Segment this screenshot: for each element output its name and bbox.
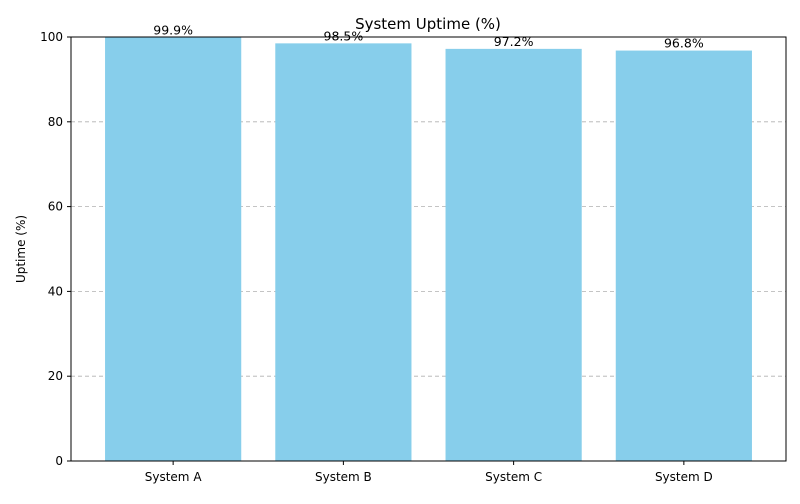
x-tick-label: System D — [655, 470, 713, 484]
y-tick-label: 20 — [48, 369, 63, 383]
y-tick-label: 40 — [48, 284, 63, 298]
bar-data-labels: 99.9% 98.5% 97.2% 96.8% — [153, 22, 704, 50]
bar — [275, 43, 412, 462]
x-axis-ticks: System A System B System C System D — [145, 461, 713, 484]
bar-data-label: 98.5% — [324, 28, 364, 43]
x-tick-label: System A — [145, 470, 203, 484]
plot-frame — [70, 36, 787, 462]
bar-series — [105, 37, 752, 462]
y-axis-ticks: 0 20 40 60 80 100 — [40, 30, 71, 468]
bar-data-label: 96.8% — [664, 36, 704, 51]
y-axis-label: Uptime (%) — [14, 215, 28, 283]
y-tick-label: 60 — [48, 200, 63, 214]
bar — [445, 48, 582, 461]
y-tick-label: 80 — [48, 115, 63, 129]
x-tick-label: System B — [315, 470, 372, 484]
y-tick-label: 0 — [55, 454, 63, 468]
bar-data-label: 97.2% — [494, 34, 534, 49]
x-tick-label: System C — [485, 470, 542, 484]
bar-data-label: 99.9% — [153, 22, 193, 37]
chart-title: System Uptime (%) — [355, 15, 501, 33]
y-tick-label: 100 — [40, 30, 63, 44]
bar — [615, 50, 752, 462]
bar — [105, 37, 242, 461]
